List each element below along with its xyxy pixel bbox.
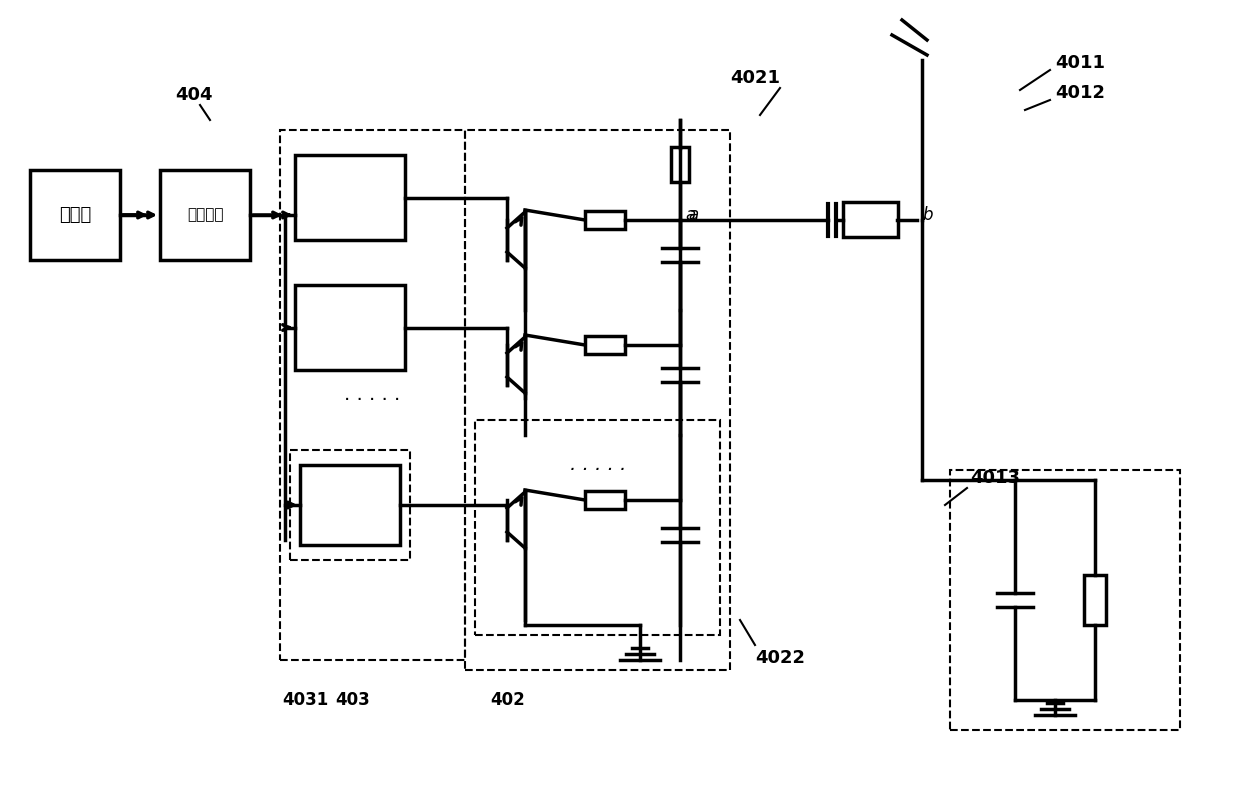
- Text: a: a: [684, 206, 696, 224]
- Bar: [475, 420, 720, 635]
- Bar: [585, 211, 625, 229]
- Bar: [465, 130, 730, 670]
- Text: 4011: 4011: [1055, 54, 1105, 72]
- Text: b: b: [923, 206, 932, 224]
- Text: 4013: 4013: [970, 469, 1021, 487]
- Bar: [843, 202, 898, 237]
- Text: 整形电路: 整形电路: [187, 207, 223, 223]
- Bar: [30, 170, 120, 260]
- Text: a: a: [688, 206, 698, 224]
- Text: 403: 403: [335, 691, 370, 709]
- Text: · · · · ·: · · · · ·: [569, 460, 626, 479]
- Bar: [160, 170, 250, 260]
- Bar: [280, 130, 465, 660]
- Text: · · · · ·: · · · · ·: [345, 390, 401, 409]
- Bar: [295, 155, 405, 240]
- Text: 4022: 4022: [755, 649, 805, 667]
- Text: 402: 402: [490, 691, 525, 709]
- Bar: [290, 450, 410, 560]
- Bar: [585, 491, 625, 509]
- Bar: [671, 147, 689, 182]
- Text: 信号源: 信号源: [58, 206, 91, 224]
- Text: 4012: 4012: [1055, 84, 1105, 102]
- Bar: [295, 285, 405, 370]
- Text: 404: 404: [175, 86, 212, 104]
- Bar: [585, 336, 625, 354]
- Text: 4021: 4021: [730, 69, 780, 87]
- Bar: [1084, 575, 1106, 625]
- Bar: [950, 470, 1180, 730]
- Bar: [300, 465, 401, 545]
- Text: 4031: 4031: [281, 691, 329, 709]
